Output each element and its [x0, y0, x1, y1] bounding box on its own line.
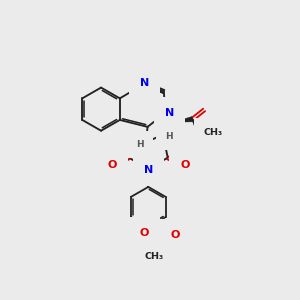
Text: H: H	[165, 132, 173, 141]
Text: O: O	[171, 230, 180, 240]
Polygon shape	[173, 116, 193, 122]
Text: N: N	[144, 165, 153, 175]
Text: CH₃: CH₃	[144, 253, 163, 262]
Text: N: N	[165, 108, 174, 118]
Text: CH₃: CH₃	[203, 128, 223, 137]
Text: O: O	[107, 160, 117, 170]
Text: O: O	[140, 228, 149, 238]
Text: H: H	[136, 140, 144, 149]
Text: O: O	[180, 160, 189, 170]
Text: N: N	[140, 78, 149, 88]
